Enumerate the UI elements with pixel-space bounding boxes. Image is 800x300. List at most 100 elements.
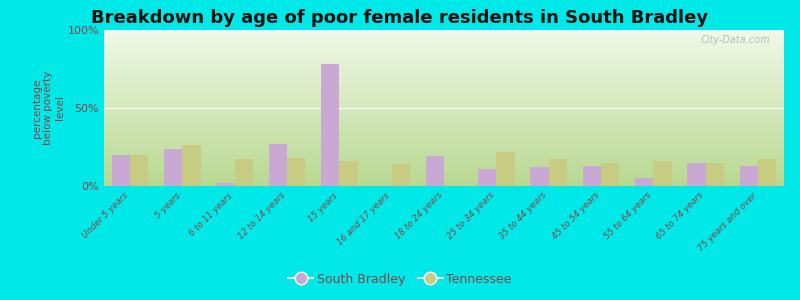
Bar (104, 63, 784, 64)
Bar (104, 83, 784, 85)
Bar (601, 163, 619, 186)
Bar (104, 72, 784, 74)
Bar (104, 158, 784, 160)
Bar (104, 133, 784, 134)
Bar (104, 136, 784, 138)
Bar (104, 47, 784, 49)
Bar (130, 155, 149, 186)
Bar (104, 161, 784, 163)
Bar (104, 69, 784, 70)
Bar (104, 117, 784, 119)
Bar (104, 150, 784, 152)
Bar (104, 99, 784, 100)
Bar (104, 178, 784, 180)
Bar (104, 77, 784, 78)
Bar (104, 144, 784, 146)
Bar (104, 180, 784, 181)
Bar (104, 134, 784, 136)
Bar (104, 78, 784, 80)
Bar (104, 60, 784, 61)
Bar (104, 160, 784, 161)
Bar (104, 169, 784, 170)
Bar (104, 64, 784, 66)
Text: City-Data.com: City-Data.com (701, 35, 770, 45)
Bar (104, 66, 784, 68)
Bar (104, 153, 784, 155)
Legend: South Bradley, Tennessee: South Bradley, Tennessee (283, 268, 517, 291)
Bar (104, 142, 784, 144)
Bar (104, 152, 784, 153)
Bar (104, 183, 784, 184)
Bar (104, 36, 784, 38)
Bar (582, 166, 601, 186)
Bar (104, 111, 784, 113)
Bar (104, 43, 784, 44)
Bar (104, 163, 784, 164)
Bar (104, 127, 784, 128)
Bar (104, 95, 784, 97)
Bar (104, 38, 784, 39)
Bar (104, 148, 784, 150)
Bar (217, 183, 234, 186)
Bar (104, 53, 784, 55)
Bar (530, 167, 549, 186)
Bar (104, 33, 784, 35)
Bar (426, 156, 444, 186)
Bar (104, 167, 784, 169)
Bar (104, 146, 784, 147)
Bar (104, 70, 784, 72)
Bar (104, 61, 784, 63)
Bar (104, 102, 784, 103)
Bar (687, 163, 706, 186)
Bar (478, 169, 496, 186)
Bar (104, 184, 784, 186)
Bar (182, 146, 201, 186)
Bar (104, 88, 784, 89)
Bar (104, 122, 784, 124)
Bar (104, 50, 784, 52)
Bar (269, 144, 287, 186)
Bar (112, 155, 130, 186)
Bar (104, 173, 784, 175)
Bar (104, 164, 784, 166)
Bar (104, 139, 784, 141)
Bar (104, 177, 784, 178)
Bar (104, 131, 784, 133)
Bar (104, 114, 784, 116)
Bar (104, 92, 784, 94)
Bar (104, 58, 784, 60)
Bar (758, 160, 776, 186)
Bar (104, 94, 784, 95)
Bar (104, 35, 784, 36)
Bar (549, 160, 567, 186)
Bar (104, 106, 784, 108)
Bar (104, 110, 784, 111)
Bar (104, 141, 784, 142)
Bar (654, 161, 671, 186)
Bar (104, 105, 784, 106)
Bar (104, 82, 784, 83)
Bar (104, 166, 784, 167)
Bar (321, 64, 339, 186)
Bar (104, 68, 784, 69)
Bar (104, 138, 784, 139)
Bar (104, 49, 784, 50)
Bar (104, 128, 784, 130)
Bar (104, 130, 784, 131)
Bar (104, 44, 784, 46)
Bar (104, 181, 784, 183)
Bar (104, 89, 784, 91)
Y-axis label: percentage
below poverty
level: percentage below poverty level (31, 71, 65, 145)
Bar (104, 85, 784, 86)
Bar (104, 156, 784, 158)
Bar (104, 56, 784, 58)
Bar (635, 178, 654, 186)
Bar (706, 163, 724, 186)
Bar (104, 97, 784, 99)
Bar (104, 155, 784, 156)
Bar (104, 46, 784, 47)
Bar (104, 30, 784, 31)
Bar (739, 166, 758, 186)
Bar (287, 158, 306, 186)
Bar (104, 52, 784, 53)
